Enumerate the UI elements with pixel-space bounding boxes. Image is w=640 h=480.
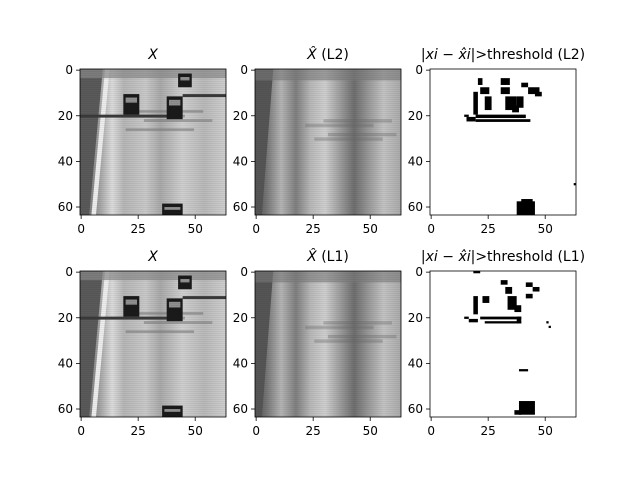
y-tick-label: 0 [65, 63, 73, 77]
panel-title-main: X [147, 249, 158, 265]
x-tick-label: 25 [131, 424, 146, 438]
x-tick-label: 50 [538, 424, 553, 438]
x-tick-label: 50 [363, 424, 378, 438]
panel-title: |xi − x̂i|>threshold (L1) [421, 249, 585, 265]
panel-title-main: |xi − x̂i| [421, 47, 475, 63]
panel-image [80, 69, 226, 215]
panel-frame [254, 68, 402, 216]
panel-title-main: X [147, 47, 158, 63]
x-tick-label: 50 [188, 424, 203, 438]
x-tick-label: 0 [427, 222, 435, 236]
panel-title-suffix: >threshold (L2) [475, 47, 585, 63]
y-tick-label: 60 [58, 402, 73, 416]
x-tick-label: 50 [363, 222, 378, 236]
y-tick-label: 60 [233, 402, 248, 416]
panel-p4: X 0 25 50 0 20 40 60 [58, 249, 227, 438]
y-tick-label: 20 [408, 311, 423, 325]
panel-title-main: X̂ [306, 46, 317, 63]
panel-title: X [147, 249, 158, 265]
panel-frame [429, 270, 577, 418]
y-tick-label: 0 [415, 265, 423, 279]
panel-p5: X̂ (L1) 0 25 50 0 20 40 60 [233, 248, 402, 438]
panel-image [255, 69, 401, 215]
y-tick-label: 60 [408, 402, 423, 416]
panel-title: X̂ (L1) [306, 248, 349, 265]
y-tick-label: 40 [408, 154, 423, 168]
panels-layer: X 0 25 50 0 20 40 60 X̂ (L2) 0 25 50 0 20 40 60 |xi − x̂… [58, 46, 585, 438]
x-tick-label: 50 [538, 222, 553, 236]
panel-title-suffix: (L1) [317, 249, 349, 265]
y-tick-label: 40 [408, 356, 423, 370]
panel-image [80, 271, 226, 417]
panel-title: |xi − x̂i|>threshold (L2) [421, 47, 585, 63]
y-tick-label: 40 [58, 154, 73, 168]
panel-frame [79, 68, 227, 216]
y-tick-label: 20 [233, 311, 248, 325]
panel-image [430, 69, 576, 215]
panel-frame [79, 270, 227, 418]
y-tick-label: 60 [408, 200, 423, 214]
x-tick-label: 0 [427, 424, 435, 438]
x-tick-label: 50 [188, 222, 203, 236]
panel-title: X̂ (L2) [306, 46, 349, 63]
panel-frame [429, 68, 577, 216]
panel-p2: X̂ (L2) 0 25 50 0 20 40 60 [233, 46, 402, 236]
y-tick-label: 20 [408, 109, 423, 123]
x-tick-label: 0 [252, 424, 260, 438]
panel-title-suffix: >threshold (L1) [475, 249, 585, 265]
y-tick-label: 20 [233, 109, 248, 123]
panel-title-main: X̂ [306, 248, 317, 265]
x-tick-label: 25 [481, 222, 496, 236]
x-tick-label: 25 [481, 424, 496, 438]
x-tick-label: 25 [306, 424, 321, 438]
x-tick-label: 25 [306, 222, 321, 236]
y-tick-label: 20 [58, 311, 73, 325]
y-tick-label: 0 [415, 63, 423, 77]
y-tick-label: 40 [233, 356, 248, 370]
panel-frame [254, 270, 402, 418]
y-tick-label: 20 [58, 109, 73, 123]
y-tick-label: 60 [233, 200, 248, 214]
y-tick-label: 0 [240, 265, 248, 279]
y-tick-label: 60 [58, 200, 73, 214]
panel-title-suffix: (L2) [317, 47, 349, 63]
panel-image [255, 271, 401, 417]
x-tick-label: 0 [77, 222, 85, 236]
panel-title-main: |xi − x̂i| [421, 249, 475, 265]
y-tick-label: 40 [233, 154, 248, 168]
y-tick-label: 0 [240, 63, 248, 77]
x-tick-label: 0 [252, 222, 260, 236]
y-tick-label: 40 [58, 356, 73, 370]
panel-image [430, 271, 576, 417]
x-tick-label: 25 [131, 222, 146, 236]
x-tick-label: 0 [77, 424, 85, 438]
y-tick-label: 0 [65, 265, 73, 279]
panel-title: X [147, 47, 158, 63]
panel-p1: X 0 25 50 0 20 40 60 [58, 47, 227, 236]
